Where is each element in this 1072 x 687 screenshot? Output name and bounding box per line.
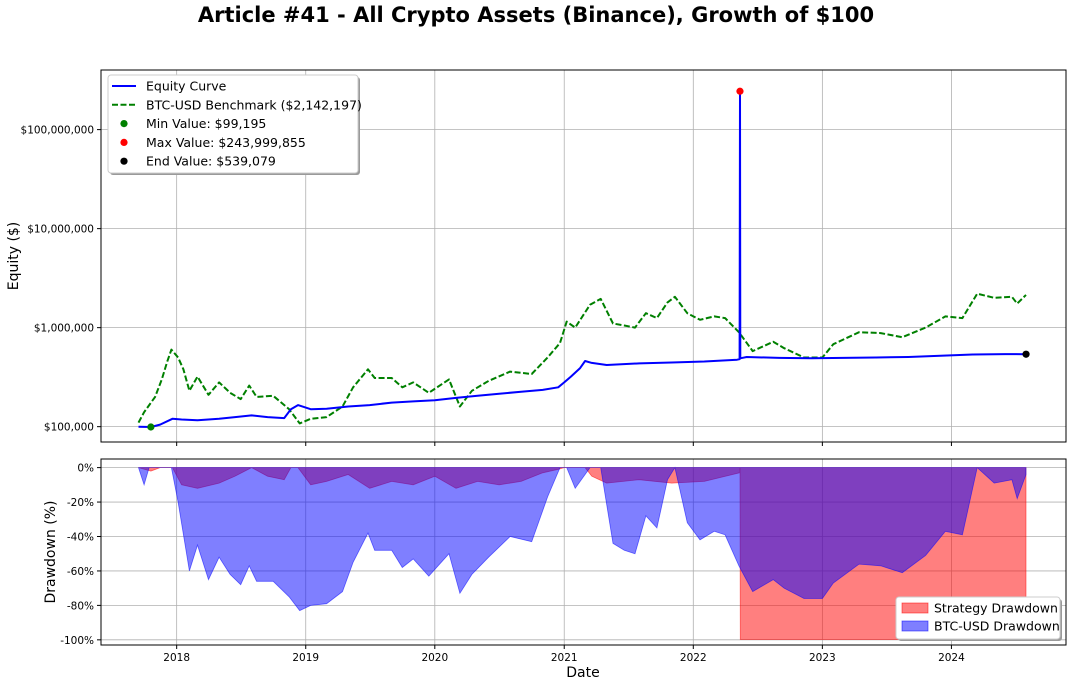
equity-legend-label: End Value: $539,079 [146, 154, 276, 169]
equity-legend-swatch [120, 157, 128, 165]
equity-y-tick-label: $10,000,000 [27, 224, 94, 236]
equity-legend-swatch [120, 138, 128, 146]
drawdown-legend-label: Strategy Drawdown [934, 601, 1058, 616]
drawdown-y-tick-label: -20% [67, 497, 94, 509]
equity-y-tick-label: $1,000,000 [34, 323, 94, 335]
drawdown-legend-label: BTC-USD Drawdown [934, 619, 1060, 634]
equity-legend-label: Max Value: $243,999,855 [146, 135, 306, 150]
drawdown-y-tick-label: -60% [67, 566, 94, 578]
drawdown-y-tick-label: -100% [60, 635, 94, 647]
drawdown-y-tick-label: -40% [67, 532, 94, 544]
equity-chart: $100,000 $1,000,000 $10,000,000 $100,000,00… [6, 69, 1067, 446]
equity-curve-line [138, 90, 1027, 428]
drawdown-y-tick-label: 0% [77, 463, 94, 475]
drawdown-x-tick-label: 2023 [809, 652, 836, 664]
drawdown-x-axis: 2018 2019 2020 2021 2022 2023 2024 [163, 645, 965, 664]
equity-markers [147, 87, 1030, 431]
equity-legend-label: BTC-USD Benchmark ($2,142,197) [146, 97, 362, 112]
drawdown-legend-box [895, 596, 1061, 640]
equity-legend-label: Min Value: $99,195 [146, 116, 266, 131]
drawdown-chart: 0% -20% -40% -60% -80% -100% 2018 2019 2020 2021… [43, 458, 1067, 681]
equity-legend-swatch [120, 120, 128, 128]
drawdown-series [137, 466, 1027, 640]
equity-legend-label: Equity Curve [146, 79, 227, 94]
chart-title: Article #41 - All Crypto Assets (Binance… [198, 3, 874, 27]
equity-y-tick-label: $100,000,000 [21, 125, 94, 137]
drawdown-legend-swatch [901, 602, 929, 614]
drawdown-legend-swatch [901, 620, 929, 632]
equity-y-axis: $100,000 $1,000,000 $10,000,000 $100,000,00… [21, 125, 101, 434]
equity-x-axis [176, 442, 952, 446]
equity-legend: Equity Curve BTC-USD Benchmark ($2,142,19… [107, 74, 362, 175]
drawdown-y-tick-label: -80% [67, 600, 94, 612]
min-value-marker [147, 423, 155, 431]
drawdown-x-tick-label: 2022 [680, 652, 707, 664]
drawdown-x-tick-label: 2021 [551, 652, 578, 664]
drawdown-frame [100, 458, 1067, 646]
drawdown-x-axis-label: Date [566, 665, 599, 681]
btc-drawdown-area [137, 466, 1027, 612]
equity-y-tick-label: $100,000 [44, 422, 94, 434]
equity-legend-box [107, 74, 359, 174]
drawdown-y-axis-label: Drawdown (%) [43, 500, 59, 603]
equity-frame [100, 69, 1067, 443]
equity-y-axis-label: Equity ($) [6, 222, 22, 291]
drawdown-x-tick-label: 2019 [292, 652, 319, 664]
drawdown-y-axis: 0% -20% -40% -60% -80% -100% [60, 463, 101, 647]
end-value-marker [1022, 350, 1030, 358]
drawdown-x-tick-label: 2018 [163, 652, 190, 664]
drawdown-legend: Strategy Drawdown BTC-USD Drawdown [895, 596, 1062, 641]
btc-benchmark-line [137, 292, 1027, 425]
equity-series [137, 90, 1027, 428]
drawdown-x-tick-label: 2020 [421, 652, 448, 664]
drawdown-x-tick-label: 2024 [938, 652, 965, 664]
max-value-marker [736, 87, 744, 95]
